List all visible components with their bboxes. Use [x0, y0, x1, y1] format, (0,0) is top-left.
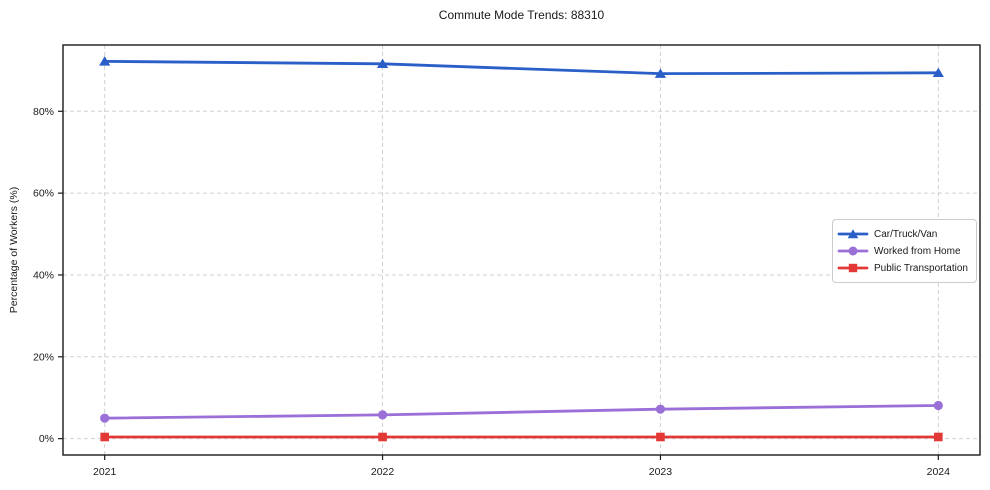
tick-marks [58, 110, 939, 460]
y-tick-label: 20% [33, 351, 54, 363]
data-point-marker [378, 432, 387, 442]
data-point-marker [376, 58, 389, 69]
series-line [103, 59, 940, 76]
plot-border [62, 44, 981, 456]
data-point-marker [100, 413, 110, 423]
legend-triangle-marker-icon [837, 229, 869, 239]
tick-labels: 0% 20% 40% 60% 80% 2021 2022 2023 2024 [33, 106, 950, 478]
x-tick-label: 2022 [371, 466, 395, 478]
data-point-marker [655, 404, 666, 414]
data-point-marker [932, 67, 944, 78]
legend-circle-marker-icon [837, 246, 869, 256]
data-point-marker [934, 432, 943, 442]
legend-label: Worked from Home [874, 245, 961, 257]
chart-title: Commute Mode Trends: 88310 [438, 8, 605, 22]
data-point-marker [100, 432, 109, 442]
legend-label: Car/Truck/Van [874, 228, 938, 240]
data-point-marker [656, 432, 665, 442]
data-point-marker [377, 410, 388, 420]
series-car-truck-van [99, 56, 944, 78]
legend-square-marker-icon [837, 263, 869, 273]
series-worked-from-home [100, 400, 943, 423]
x-tick-label: 2023 [649, 466, 673, 478]
series-line [103, 404, 940, 420]
legend-item: Public Transportation [837, 260, 968, 276]
series-public-transportation [100, 432, 943, 442]
legend-marker-glyph [847, 229, 859, 239]
data-point-marker [654, 68, 667, 78]
legend-item: Worked from Home [837, 243, 968, 259]
y-tick-label: 80% [33, 106, 54, 118]
legend-item: Car/Truck/Van [837, 226, 968, 242]
x-tick-label: 2024 [927, 466, 951, 478]
legend-marker-glyph [848, 263, 858, 273]
y-tick-label: 40% [33, 269, 54, 281]
x-tick-label: 2021 [93, 466, 117, 478]
legend: Car/Truck/Van Worked from Home Public Tran… [832, 219, 977, 283]
legend-marker-glyph [848, 246, 858, 256]
y-tick-label: 0% [39, 433, 54, 445]
data-point-marker [99, 56, 111, 66]
y-tick-label: 60% [33, 188, 54, 200]
data-point-marker [933, 400, 943, 411]
legend-label: Public Transportation [874, 262, 968, 274]
